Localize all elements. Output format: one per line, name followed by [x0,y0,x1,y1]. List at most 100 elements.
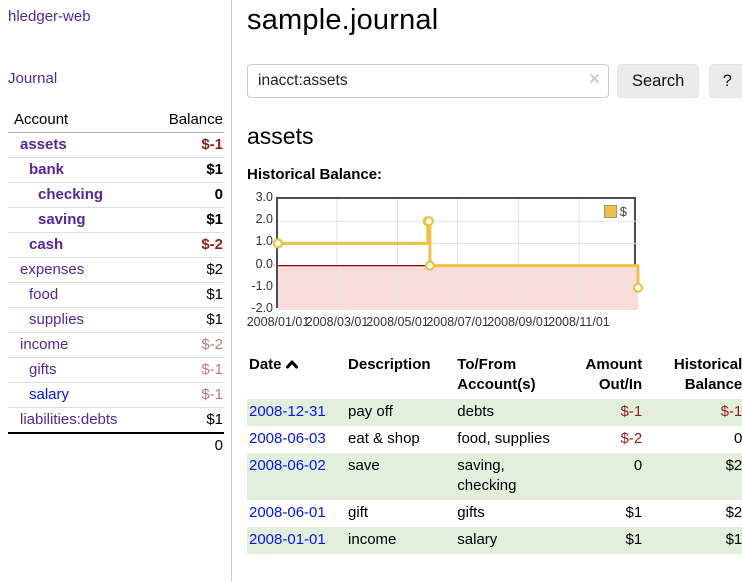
register-amount-cell: $1 [625,504,643,521]
register-amount-cell: 0 [569,453,646,500]
sidebar: hledger-web Journal Account Balance asse… [0,0,232,582]
accounts-col-header: Account [8,108,147,133]
register-row: 2008-06-01 gift gifts $1 $2 [247,500,742,527]
search-button[interactable]: Search [617,64,700,98]
date-column-header[interactable]: Date [247,353,346,399]
account-row: gifts $-1 [8,357,224,383]
x-axis-tick-label: 2008/09/01 [487,315,550,329]
account-link[interactable]: bank [29,161,65,178]
account-link[interactable]: cash [29,236,64,253]
register-row: 2008-06-02 save saving, checking 0 $2 [247,453,742,500]
account-link[interactable]: supplies [29,311,85,328]
accounts-table: Account Balance assets $-1 bank $1 checking 0… [8,108,224,458]
account-row: cash $-2 [8,232,224,258]
account-balance: $-1 [146,382,224,408]
account-row: checking 0 [8,182,224,208]
account-row: assets $-1 [8,132,224,158]
chart-legend: $ [601,204,629,219]
register-accounts-cell: debts [455,399,570,426]
register-header-row: Date Description To/From Account(s) Amou… [247,353,742,399]
sidebar-item-journal[interactable]: Journal [8,70,58,87]
chart-svg [272,199,644,310]
accounts-total-value: 0 [146,432,224,458]
register-date-cell: 2008-06-01 [247,500,346,527]
y-axis-tick-label: -1.0 [251,278,273,293]
account-balance: $1 [146,282,224,308]
y-axis-tick-label: 0.0 [255,256,273,271]
account-balance: $-2 [146,232,224,258]
register-description-cell: pay off [346,399,456,426]
account-link[interactable]: gifts [29,361,57,378]
account-balance: $1 [146,157,224,183]
account-row: liabilities:debts $1 [8,407,224,434]
account-link[interactable]: food [29,286,59,303]
amount-column-header: Amount Out/In [585,356,643,393]
account-balance: $1 [146,307,224,333]
historical-balance-chart: $ 3.0 2.0 1.0 0.0 -1.0 -2.0 2008/01/01 2008/03/… [246,190,742,335]
brand-link[interactable]: hledger-web [8,8,91,25]
legend-label: $ [619,204,627,219]
account-link[interactable]: liabilities:debts [20,411,118,428]
register-description-cell: eat & shop [348,430,420,447]
register-accounts-cell: food, supplies [457,430,550,447]
balance-col-header: Balance [146,108,224,133]
account-balance: $-2 [146,332,224,358]
account-row: income $-2 [8,332,224,358]
account-balance: $-1 [146,357,224,383]
accounts-total-row: 0 [8,432,224,458]
register-table: Date Description To/From Account(s) Amou… [247,353,742,554]
register-balance-cell: $2 [645,453,742,500]
account-row: bank $1 [8,157,224,183]
x-axis-tick-label: 2008/03/01 [305,315,369,329]
account-heading: assets [247,123,314,149]
account-link[interactable]: salary [29,386,70,403]
account-balance: 0 [146,182,224,208]
register-balance-cell: $2 [725,504,742,521]
total-spacer [8,432,147,458]
account-balance: $-1 [146,132,224,158]
clear-search-icon[interactable]: × [588,69,600,90]
x-axis-tick-label: 2008/05/01 [366,315,429,329]
account-row: salary $-1 [8,382,224,408]
register-amount-cell: $-1 [569,399,646,426]
account-row: food $1 [8,282,224,308]
transaction-date-link[interactable]: 2008-06-01 [249,504,326,521]
account-link[interactable]: assets [20,136,67,153]
y-axis-tick-label: 2.0 [255,212,273,227]
register-row: 2008-01-01 income salary $1 $1 [247,527,742,554]
account-link[interactable]: saving [38,211,86,228]
account-link[interactable]: checking [38,186,104,203]
account-row: expenses $2 [8,257,224,283]
y-axis-tick-label: 1.0 [255,234,273,249]
x-axis-tick-label: 2008/11/01 [548,315,610,329]
main-content: sample.journal × Search ? assets Histori… [232,0,742,582]
accounts-table-header: Account Balance [8,108,224,133]
sort-ascending-icon [285,355,298,375]
account-row: supplies $1 [8,307,224,333]
transaction-date-link[interactable]: 2008-12-31 [249,403,326,420]
transaction-date-link[interactable]: 2008-06-03 [249,430,326,447]
description-column-header: Description [348,356,431,373]
search-bar: × Search ? [247,64,742,98]
search-input[interactable] [247,64,609,98]
accounts-column-header: To/From Account(s) [457,356,536,393]
sidebar-nav: Journal [8,70,224,88]
date-header-label: Date [249,356,282,373]
register-date-cell: 2008-06-02 [247,453,347,500]
register-description-cell: income [346,527,456,554]
transaction-date-link[interactable]: 2008-06-02 [249,457,326,474]
register-description-cell: gift [348,504,369,521]
account-balance: $1 [146,407,224,434]
transaction-date-link[interactable]: 2008-01-01 [249,531,326,548]
legend-swatch [603,205,617,218]
account-link[interactable]: expenses [20,261,85,278]
register-accounts-cell: salary [455,527,570,554]
y-axis-tick-label: 3.0 [255,190,273,204]
page-title: sample.journal [247,4,439,36]
help-button[interactable]: ? [709,64,742,98]
x-axis-tick-label: 2008/07/01 [426,315,489,329]
register-amount-cell: $-2 [620,430,643,447]
x-axis-tick-label: 2008/01/01 [246,315,310,329]
account-link[interactable]: income [20,336,69,353]
